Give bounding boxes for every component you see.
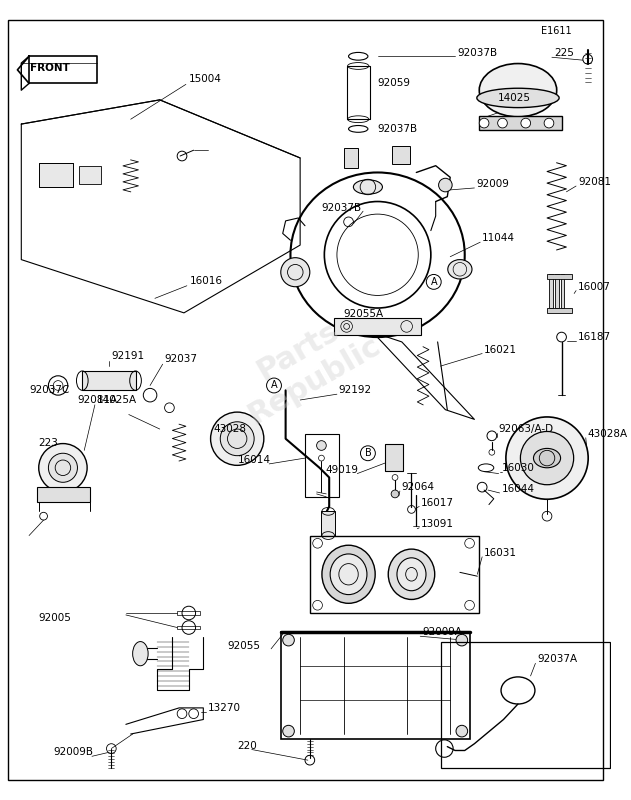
Text: 92009A: 92009A [422,627,462,638]
Text: 13270: 13270 [208,703,241,713]
Circle shape [283,726,294,737]
Bar [305,434,339,497]
Bar [346,66,370,119]
Bar [549,274,553,308]
Bar [310,535,480,613]
Bar [440,642,610,768]
Text: 92063/A-D: 92063/A-D [498,424,554,434]
Text: 92037C: 92037C [29,386,69,395]
Ellipse shape [521,431,574,485]
Text: 92037: 92037 [165,354,198,364]
Ellipse shape [322,546,375,603]
Text: 92005: 92005 [38,613,71,623]
Text: 16007: 16007 [578,282,611,292]
Text: 225: 225 [554,48,574,58]
Text: 92064: 92064 [402,482,435,492]
Ellipse shape [397,558,426,590]
Text: 92191: 92191 [111,351,144,362]
Text: A: A [430,277,437,287]
Ellipse shape [506,417,588,499]
Text: 14025A: 14025A [97,395,137,405]
Bar [480,116,562,130]
Ellipse shape [448,260,472,279]
Text: 16014: 16014 [238,455,271,465]
Text: 223: 223 [38,438,59,448]
Circle shape [456,634,468,646]
Bar [334,318,421,335]
Text: 92081A: 92081A [78,395,117,405]
Ellipse shape [330,554,367,594]
Ellipse shape [477,88,559,108]
Circle shape [456,726,468,737]
Text: 16017: 16017 [421,498,454,508]
Text: 92059: 92059 [377,78,411,88]
Ellipse shape [388,549,435,599]
Bar [177,626,201,630]
Bar [386,443,403,470]
Text: 16021: 16021 [484,345,517,354]
Text: 220: 220 [237,741,257,750]
Text: 92037B: 92037B [321,203,361,214]
Text: 92081: 92081 [578,177,611,187]
Text: 92009: 92009 [476,179,509,189]
Text: 92037B: 92037B [457,48,497,58]
Bar [177,611,201,615]
Text: Parts
Republic: Parts Republic [226,302,386,430]
Ellipse shape [133,642,148,666]
Text: E1611: E1611 [541,26,571,36]
Bar [547,274,572,279]
Text: A: A [271,381,277,390]
Text: 49019: 49019 [325,465,358,474]
Text: FRONT: FRONT [30,63,70,73]
Circle shape [480,118,489,128]
Circle shape [281,258,310,286]
Text: 16030: 16030 [502,462,534,473]
Bar [560,274,565,308]
Ellipse shape [49,454,78,482]
Ellipse shape [533,449,560,468]
Text: 92055A: 92055A [344,309,384,319]
Bar [281,632,469,739]
Circle shape [317,441,326,450]
Text: 92009B: 92009B [53,747,93,758]
Text: 92037A: 92037A [538,654,577,665]
Bar [38,162,73,187]
Text: 43028: 43028 [213,424,246,434]
Text: 13091: 13091 [421,519,454,529]
Text: 16031: 16031 [484,548,517,558]
Ellipse shape [480,63,557,117]
Bar [555,274,558,308]
Text: 16187: 16187 [578,332,611,342]
Bar [392,146,410,164]
Circle shape [439,178,452,192]
Text: 16044: 16044 [502,484,534,494]
Ellipse shape [38,443,87,492]
Text: 92055: 92055 [228,641,261,651]
Text: 43028A: 43028A [587,429,628,439]
Ellipse shape [220,422,254,456]
Circle shape [521,118,531,128]
Text: B: B [365,448,371,458]
Bar [344,148,358,168]
Ellipse shape [211,412,264,466]
Bar [547,308,572,313]
Circle shape [544,118,554,128]
Text: 92192: 92192 [339,386,372,395]
Text: 11044: 11044 [482,234,515,243]
Bar [321,511,335,535]
Bar [80,166,101,184]
Circle shape [283,634,294,646]
Text: 16016: 16016 [190,276,223,286]
Circle shape [391,490,399,498]
Circle shape [498,118,507,128]
Text: 15004: 15004 [189,74,221,83]
Text: 92037B: 92037B [377,124,418,134]
Bar [37,487,90,502]
Bar [82,371,136,390]
Text: 14025: 14025 [498,93,531,103]
Ellipse shape [353,180,382,194]
